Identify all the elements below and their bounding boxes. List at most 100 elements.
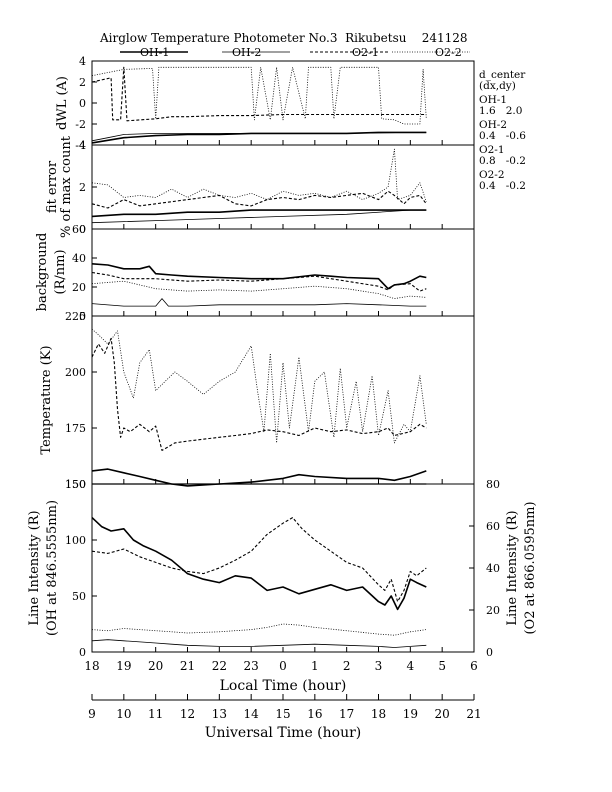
side-label: 0.4 -0.2 [479, 180, 526, 192]
series-layer [91, 66, 427, 648]
y-label-temperature: Temperature (K) [39, 345, 54, 454]
y-tick-label-intensity: 100 [65, 534, 86, 547]
side-label: O2-2 [479, 169, 505, 181]
y-tick-label-fiterr: 0 [79, 223, 86, 236]
series-background-oh1 [91, 263, 427, 290]
y-tick-label-fiterr: 4 [79, 139, 86, 152]
x-tick-label-ut: 13 [212, 707, 227, 721]
x-tick-label-local: 2 [343, 659, 351, 673]
y-axis-labels: dWL (A) fit error % of max count backgro… [27, 76, 538, 636]
y-tick-label-temperature: 225 [65, 310, 86, 323]
y-right-tick-label-intensity: 0 [486, 646, 493, 659]
x-tick-label-ut: 20 [435, 707, 450, 721]
y-label-intensity: Line Intensity (R) [27, 510, 42, 625]
side-annotation: d_center (dx,dy) OH-1 1.6 2.0 OH-2 0.4 -… [479, 69, 526, 192]
x-tick-label-ut: 16 [307, 707, 322, 721]
x-tick-label-ut: 9 [88, 707, 96, 721]
y-tick-label-fiterr: 2 [79, 181, 86, 194]
x-tick-label-ut: 10 [116, 707, 131, 721]
x-tick-label-ut: 14 [244, 707, 260, 721]
series-fiterr-o21 [91, 190, 427, 209]
panel-frame-intensity [91, 483, 475, 653]
y-tick-label-background: 0 [79, 310, 86, 323]
series-intensity-oh2 [91, 639, 427, 648]
panels-frame [91, 60, 475, 653]
side-label: 0.4 -0.6 [479, 130, 526, 142]
legend: OH-1 OH-2 O2-1 O2-2 [120, 46, 470, 59]
x-tick-label-local: 23 [244, 659, 259, 673]
y-right-tick-label-intensity: 80 [486, 478, 500, 491]
x-tick-label-ut: 19 [403, 707, 418, 721]
series-background-oh2 [91, 298, 427, 307]
side-label: 0.8 -0.2 [479, 155, 526, 167]
y-tick-label-background: 40 [72, 252, 86, 265]
legend-label-o22: O2-2 [435, 46, 462, 59]
tick-layer: 420-2-4420604020022520017515015010050080… [65, 55, 500, 721]
panel-frame-temperature [91, 315, 475, 485]
y-tick-label-dwl: -4 [75, 139, 86, 152]
y-label-dwl: dWL (A) [55, 76, 70, 130]
x-tick-label-local: 1 [311, 659, 319, 673]
x-tick-label-local: 6 [470, 659, 478, 673]
x-label-universal-time: Universal Time (hour) [205, 725, 362, 741]
legend-label-oh1: OH-1 [140, 46, 169, 59]
x-tick-label-local: 19 [116, 659, 131, 673]
series-dwl-oh2 [91, 131, 427, 142]
y-right-tick-label-intensity: 20 [486, 604, 500, 617]
chart-title: Airglow Temperature Photometer No.3 Riku… [99, 31, 468, 45]
y-tick-label-intensity: 50 [72, 590, 86, 603]
side-label: 1.6 2.0 [479, 105, 522, 117]
x-tick-label-local: 18 [84, 659, 99, 673]
x-tick-label-ut: 18 [371, 707, 386, 721]
y-tick-label-dwl: 0 [79, 97, 86, 110]
y-tick-label-dwl: 4 [79, 55, 86, 68]
y-label-background-unit: (R/nm) [53, 249, 68, 294]
series-background-o22 [91, 280, 427, 300]
y-tick-label-intensity: 0 [79, 646, 86, 659]
legend-label-o21: O2-1 [352, 46, 379, 59]
series-fiterr-oh2 [91, 209, 427, 224]
side-label: d_center [479, 69, 526, 81]
y-tick-label-intensity: 150 [65, 478, 86, 491]
series-fiterr-o22 [91, 148, 427, 202]
x-tick-label-local: 5 [438, 659, 446, 673]
y-tick-label-temperature: 175 [65, 422, 86, 435]
x-tick-label-local: 22 [212, 659, 227, 673]
x-tick-label-local: 20 [148, 659, 163, 673]
y-label-background: background [35, 233, 50, 312]
series-temperature-o21 [91, 337, 427, 451]
panel-frame-background [91, 228, 475, 317]
x-tick-label-ut: 12 [180, 707, 195, 721]
side-label: OH-2 [479, 119, 507, 131]
series-background-o21 [91, 271, 427, 292]
series-dwl-o22 [91, 66, 427, 125]
x-tick-label-local: 4 [407, 659, 415, 673]
series-fiterr-oh1 [91, 209, 427, 218]
side-label: (dx,dy) [479, 80, 516, 92]
side-label: OH-1 [479, 94, 507, 106]
x-tick-label-ut: 17 [339, 707, 354, 721]
series-temperature-o22 [91, 328, 427, 444]
y-right-tick-label-intensity: 40 [486, 562, 500, 575]
x-tick-label-ut: 11 [148, 707, 163, 721]
y-tick-label-temperature: 150 [65, 478, 86, 491]
series-intensity-o22 [91, 623, 427, 636]
y-tick-label-dwl: -2 [75, 118, 86, 131]
y-tick-label-temperature: 200 [65, 366, 86, 379]
x-tick-label-ut: 21 [466, 707, 481, 721]
series-intensity-o21 [91, 517, 427, 603]
x-tick-label-ut: 15 [275, 707, 290, 721]
side-label: O2-1 [479, 144, 505, 156]
x-label-local-time: Local Time (hour) [220, 678, 347, 694]
y-label-fit-error: fit error [45, 160, 60, 213]
y-tick-label-dwl: 2 [79, 76, 86, 89]
series-dwl-o21 [91, 66, 427, 122]
x-tick-label-local: 3 [375, 659, 383, 673]
x-tick-label-local: 21 [180, 659, 195, 673]
y-right-tick-label-intensity: 60 [486, 520, 500, 533]
y-label-intensity-right: Line Intensity (R) [505, 510, 520, 625]
y-label-intensity-o2: (O2 at 866.0595nm) [523, 501, 538, 634]
y-tick-label-background: 60 [72, 223, 86, 236]
x-tick-label-local: 0 [279, 659, 287, 673]
